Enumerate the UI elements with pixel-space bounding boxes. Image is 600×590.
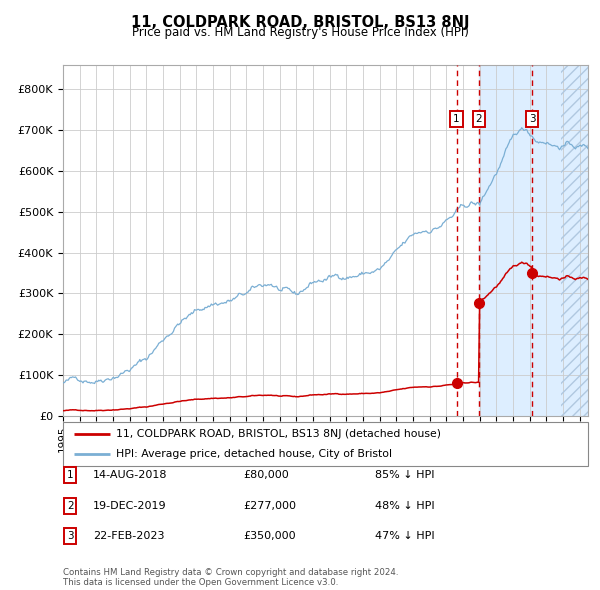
Text: 2: 2	[67, 501, 74, 510]
Bar	[479, 65, 588, 416]
Text: 22-FEB-2023: 22-FEB-2023	[93, 532, 164, 541]
Text: 19-DEC-2019: 19-DEC-2019	[93, 501, 167, 510]
FancyBboxPatch shape	[63, 422, 588, 466]
Text: Contains HM Land Registry data © Crown copyright and database right 2024.
This d: Contains HM Land Registry data © Crown c…	[63, 568, 398, 587]
Text: 47% ↓ HPI: 47% ↓ HPI	[375, 532, 434, 541]
Text: 3: 3	[67, 532, 74, 541]
Text: 85% ↓ HPI: 85% ↓ HPI	[375, 470, 434, 480]
Text: 11, COLDPARK ROAD, BRISTOL, BS13 8NJ: 11, COLDPARK ROAD, BRISTOL, BS13 8NJ	[131, 15, 469, 30]
Text: Price paid vs. HM Land Registry's House Price Index (HPI): Price paid vs. HM Land Registry's House …	[131, 26, 469, 39]
Text: 1: 1	[454, 114, 460, 124]
Text: 11, COLDPARK ROAD, BRISTOL, BS13 8NJ (detached house): 11, COLDPARK ROAD, BRISTOL, BS13 8NJ (de…	[115, 429, 440, 439]
Text: £277,000: £277,000	[243, 501, 296, 510]
Text: 1: 1	[67, 470, 74, 480]
Text: 48% ↓ HPI: 48% ↓ HPI	[375, 501, 434, 510]
Text: £350,000: £350,000	[243, 532, 296, 541]
Text: £80,000: £80,000	[243, 470, 289, 480]
Text: HPI: Average price, detached house, City of Bristol: HPI: Average price, detached house, City…	[115, 449, 392, 459]
Text: 3: 3	[529, 114, 535, 124]
Bar	[562, 65, 588, 416]
Text: 2: 2	[476, 114, 482, 124]
Text: 14-AUG-2018: 14-AUG-2018	[93, 470, 167, 480]
